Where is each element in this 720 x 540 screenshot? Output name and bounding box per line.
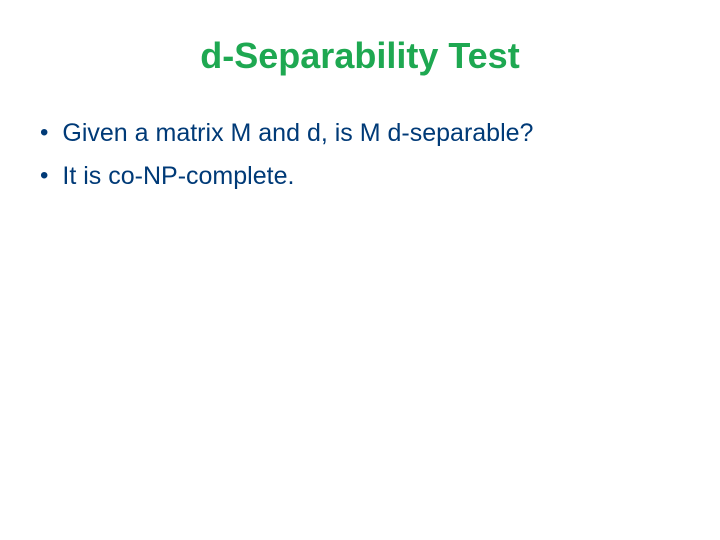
bullet-item: • Given a matrix M and d, is M d-separab… bbox=[40, 117, 690, 150]
bullet-text: Given a matrix M and d, is M d-separable… bbox=[62, 117, 690, 150]
bullet-marker-icon: • bbox=[40, 117, 48, 148]
slide-title: d-Separability Test bbox=[30, 35, 690, 77]
slide-container: d-Separability Test • Given a matrix M a… bbox=[0, 0, 720, 540]
bullet-item: • It is co-NP-complete. bbox=[40, 160, 690, 193]
bullet-list: • Given a matrix M and d, is M d-separab… bbox=[30, 117, 690, 192]
bullet-text: It is co-NP-complete. bbox=[62, 160, 690, 193]
bullet-marker-icon: • bbox=[40, 160, 48, 191]
